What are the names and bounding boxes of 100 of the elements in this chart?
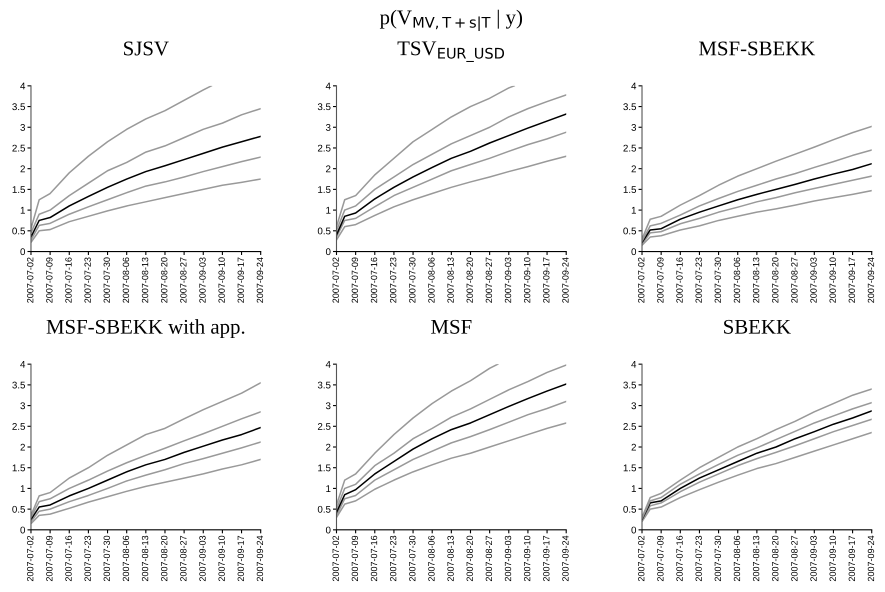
- x-tick-label: 2007-07-23: [390, 257, 396, 303]
- y-tick-label: 1.5: [12, 464, 26, 472]
- y-tick-label: 2: [632, 165, 636, 172]
- y-tick-label: 3.5: [12, 103, 26, 110]
- y-tick-label: 0.5: [318, 506, 331, 513]
- x-tick-label: 2007-09-10: [524, 536, 530, 582]
- y-tick-label: 0.5: [12, 228, 26, 234]
- y-tick-label: 4: [326, 82, 331, 90]
- x-tick-label: 2007-07-16: [370, 536, 378, 582]
- y-tick-label: 0: [631, 526, 636, 534]
- x-tick-label: 2007-07-02: [27, 536, 34, 582]
- y-tick-label: 2.5: [12, 423, 26, 430]
- x-tick-label: 2007-07-30: [714, 536, 722, 582]
- x-tick-label: 2007-07-09: [46, 257, 53, 303]
- x-tick-label: 2007-08-13: [752, 257, 760, 303]
- x-tick-label: 2007-08-27: [791, 536, 798, 582]
- x-tick-label: 2007-08-13: [447, 536, 454, 582]
- y-tick-label: 3.5: [623, 103, 636, 110]
- x-tick-label: 2007-09-17: [848, 536, 856, 582]
- x-tick-label: 2007-07-16: [65, 536, 72, 582]
- y-tick-label: 2: [632, 444, 636, 451]
- x-tick-label: 2007-07-02: [332, 258, 339, 303]
- x-tick-label: 2007-09-03: [199, 536, 206, 582]
- x-tick-label: 2007-07-02: [638, 258, 644, 303]
- y-tick-label: 2: [326, 165, 330, 172]
- y-tick-label: 3: [631, 402, 636, 410]
- x-tick-label: 2007-07-30: [104, 257, 110, 303]
- y-tick-label: 2: [20, 444, 25, 451]
- x-tick-label: 2007-09-17: [543, 536, 550, 582]
- y-tick-label: 1.5: [12, 186, 26, 194]
- chart-title: SBEKK: [724, 320, 791, 334]
- x-tick-label: 2007-07-23: [84, 536, 91, 582]
- chart-title: SJSV: [124, 41, 169, 56]
- x-tick-label: 2007-09-24: [562, 257, 569, 303]
- x-tick-label: 2007-09-24: [868, 536, 874, 582]
- x-tick-label: 2007-07-16: [676, 257, 683, 303]
- y-tick-label: 3: [326, 402, 331, 410]
- x-tick-label: 2007-07-16: [65, 257, 72, 303]
- x-tick-label: 2007-09-10: [829, 257, 836, 303]
- x-tick-label: 2007-07-16: [676, 536, 683, 582]
- y-tick-label: 0: [326, 526, 331, 534]
- y-tick-label: 2.5: [623, 144, 636, 152]
- x-tick-label: 2007-09-24: [256, 536, 264, 582]
- x-tick-label: 2007-08-06: [734, 257, 740, 303]
- y-tick-label: 2.5: [318, 144, 331, 152]
- y-tick-label: 0.5: [623, 506, 636, 513]
- x-tick-label: 2007-09-17: [238, 536, 244, 582]
- x-tick-label: 2007-09-17: [238, 258, 244, 303]
- y-tick-label: 0: [20, 526, 26, 534]
- x-tick-label: 2007-09-17: [543, 258, 550, 303]
- y-tick-label: 0: [20, 248, 26, 256]
- y-tick-label: 2.5: [12, 144, 26, 152]
- y-tick-label: 2: [326, 444, 330, 451]
- y-tick-label: 0.5: [318, 228, 331, 234]
- y-tick-label: 3: [20, 402, 25, 410]
- chart-title: MSF-SBEKK: [699, 41, 816, 56]
- x-tick-label: 2007-09-03: [199, 257, 206, 303]
- x-tick-label: 2007-07-30: [714, 257, 722, 303]
- x-tick-label: 2007-09-24: [562, 536, 569, 582]
- x-tick-label: 2007-08-20: [466, 257, 473, 303]
- y-tick-label: 1: [632, 485, 636, 492]
- x-tick-label: 2007-08-06: [122, 257, 130, 303]
- y-tick-label: 1: [326, 206, 330, 214]
- x-tick-label: 2007-07-02: [27, 258, 34, 303]
- x-tick-label: 2007-07-23: [84, 257, 91, 303]
- y-tick-label: 3: [20, 124, 25, 131]
- x-tick-label: 2007-08-13: [752, 536, 760, 582]
- x-tick-label: 2007-07-09: [352, 536, 358, 582]
- x-tick-label: 2007-07-30: [409, 536, 416, 582]
- y-tick-label: 3.5: [318, 382, 331, 388]
- x-tick-label: 2007-07-30: [104, 536, 110, 582]
- x-tick-label: 2007-07-30: [409, 257, 416, 303]
- x-tick-label: 2007-08-06: [428, 257, 435, 303]
- x-tick-label: 2007-09-03: [504, 536, 512, 582]
- x-tick-label: 2007-08-20: [772, 536, 778, 582]
- x-tick-label: 2007-09-24: [868, 257, 874, 303]
- chart-title: TSV$_{EUR_USD}$: [398, 41, 504, 62]
- x-tick-label: 2007-07-23: [695, 536, 702, 582]
- x-tick-label: 2007-09-03: [504, 257, 512, 303]
- text: p(V$_{MV,T+s|T}$ | y): [380, 10, 522, 32]
- x-tick-label: 2007-08-13: [447, 257, 454, 303]
- x-tick-label: 2007-07-09: [352, 257, 358, 303]
- y-tick-label: 2.5: [623, 423, 636, 430]
- x-tick-label: 2007-07-09: [657, 257, 664, 303]
- y-tick-label: 1.5: [318, 464, 331, 472]
- x-tick-label: 2007-09-03: [810, 536, 817, 582]
- y-tick-label: 3.5: [623, 382, 636, 388]
- y-tick-label: 3.5: [318, 103, 331, 110]
- y-tick-label: 4: [326, 361, 331, 368]
- chart-title: MSF-SBEKK with app.: [46, 319, 244, 338]
- x-tick-label: 2007-07-09: [657, 536, 664, 582]
- x-tick-label: 2007-08-06: [428, 536, 435, 582]
- x-tick-label: 2007-08-20: [161, 257, 168, 303]
- x-tick-label: 2007-08-06: [734, 536, 740, 582]
- x-tick-label: 2007-08-27: [791, 258, 798, 303]
- x-tick-label: 2007-07-23: [390, 536, 396, 582]
- y-tick-label: 1: [632, 206, 636, 214]
- x-tick-label: 2007-09-03: [810, 257, 817, 303]
- x-tick-label: 2007-08-27: [180, 536, 187, 582]
- y-tick-label: 4: [20, 361, 26, 368]
